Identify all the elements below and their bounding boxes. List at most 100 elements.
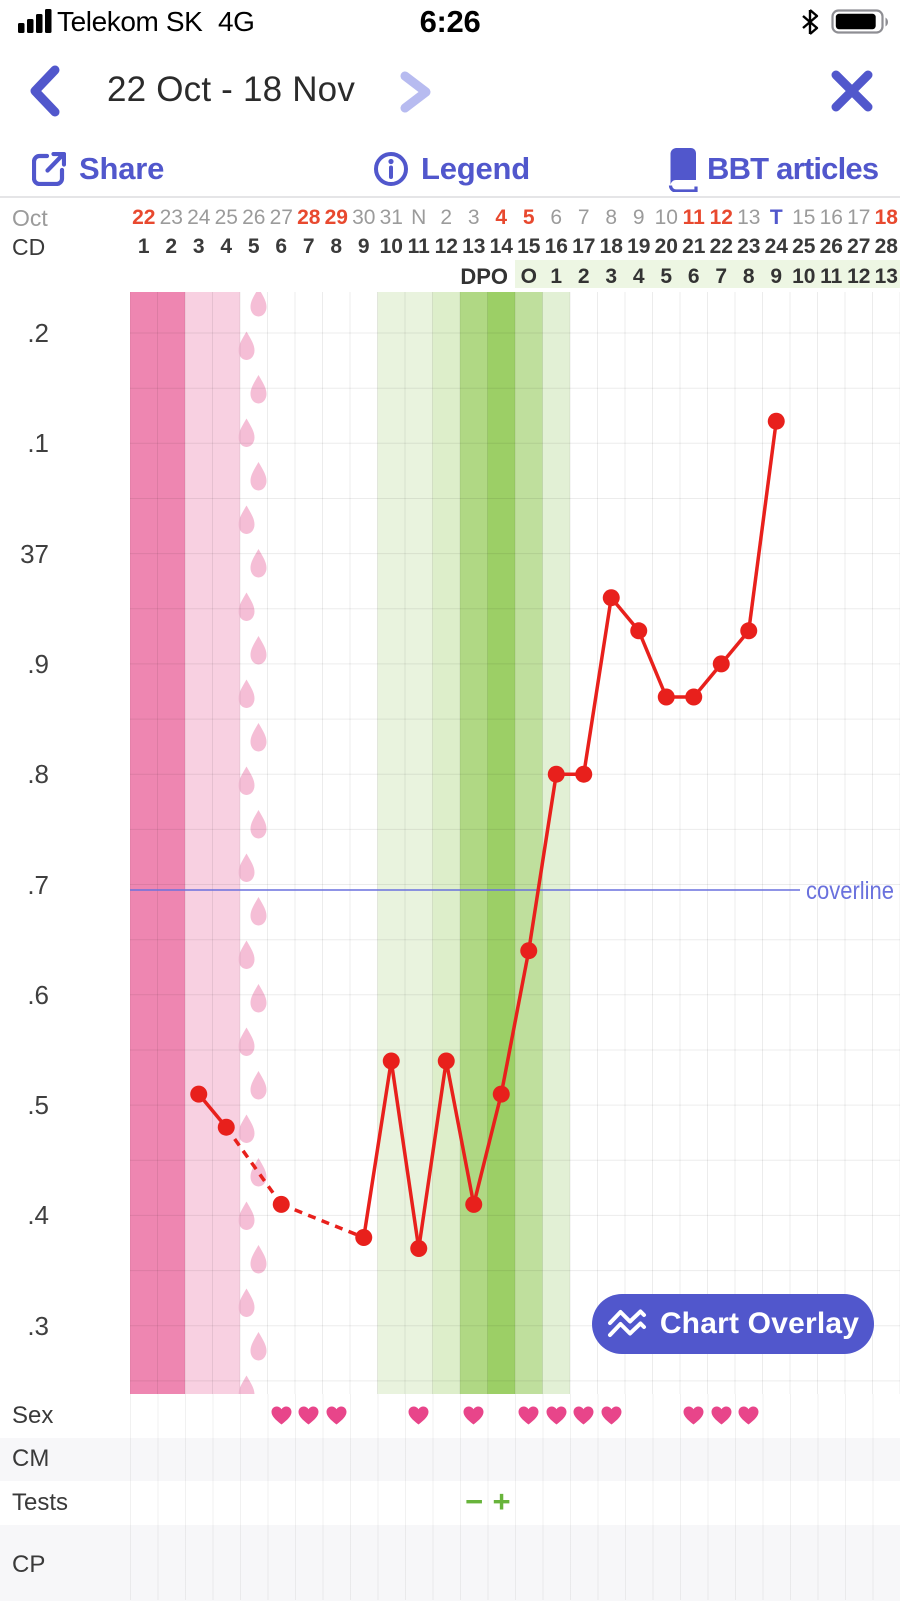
date-cell[interactable]: 3 [460,204,488,232]
cycle-day-cell[interactable]: 15 [515,233,543,261]
date-cell[interactable]: 24 [185,204,213,232]
test-negative-mark: − [460,1481,488,1525]
bbt-articles-button[interactable]: BBT articles [664,146,878,192]
date-cell[interactable]: 11 [680,204,708,232]
heart-icon [462,1405,485,1431]
legend-button[interactable]: Legend [373,146,530,192]
cycle-band-day-11 [405,292,433,1394]
cycle-band-day-3 [185,292,213,1394]
cycle-day-cell[interactable]: 28 [873,233,900,261]
tests-row-label: Tests [12,1485,68,1521]
cycle-day-cell[interactable]: 1 [130,233,158,261]
heart-icon [600,1405,623,1431]
date-cell[interactable]: 27 [268,204,296,232]
page-title: 22 Oct - 18 Nov [107,68,355,112]
date-cell[interactable]: 17 [845,204,873,232]
coverline-label: coverline [806,877,894,905]
next-button[interactable] [397,71,437,113]
date-cell[interactable]: 4 [488,204,516,232]
dpo-cell: 11 [818,262,846,291]
date-cell[interactable]: 2 [433,204,461,232]
share-icon [32,152,66,186]
dpo-cell: O [515,262,543,291]
dpo-cell: 9 [763,262,791,291]
cycle-day-cell[interactable]: 8 [323,233,351,261]
bluetooth-icon [800,8,820,36]
cycle-day-cell[interactable]: 16 [543,233,571,261]
date-cell[interactable]: 25 [213,204,241,232]
cycle-day-cell[interactable]: 12 [433,233,461,261]
cycle-day-cell[interactable]: 7 [295,233,323,261]
date-cell[interactable]: 13 [735,204,763,232]
dpo-cell: 7 [708,262,736,291]
date-cell[interactable]: 18 [873,204,900,232]
status-bar: Telekom SK 4G 6:26 [0,0,900,44]
battery-icon [831,8,893,36]
date-cell[interactable]: 5 [515,204,543,232]
bbt-articles-label: BBT articles [707,151,878,187]
close-button[interactable] [831,70,873,112]
cycle-day-cell[interactable]: 19 [625,233,653,261]
cycle-day-cell[interactable]: 14 [488,233,516,261]
cycle-day-cell[interactable]: 24 [763,233,791,261]
cycle-band-day-4 [213,292,241,1394]
cycle-day-cell[interactable]: 23 [735,233,763,261]
cycle-band-day-12 [433,292,461,1394]
date-cell[interactable]: 10 [653,204,681,232]
cycle-day-cell[interactable]: 22 [708,233,736,261]
date-cell[interactable]: 28 [295,204,323,232]
cycle-day-cell[interactable]: 25 [790,233,818,261]
date-cell[interactable]: 12 [708,204,736,232]
date-cell[interactable]: T [763,204,791,232]
cycle-day-cell[interactable]: 5 [240,233,268,261]
divider [0,196,900,198]
cycle-band-day-13 [460,292,488,1394]
dpo-cell: 4 [625,262,653,291]
spotting-droplets [239,292,267,1394]
sex-row-label: Sex [12,1398,53,1434]
date-cell[interactable]: 31 [378,204,406,232]
legend-label: Legend [421,151,530,187]
cycle-day-cell[interactable]: 17 [570,233,598,261]
date-cell[interactable]: 30 [350,204,378,232]
dpo-cell: 2 [570,262,598,291]
heart-icon [407,1405,430,1431]
date-cell[interactable]: 15 [790,204,818,232]
dpo-cell: 12 [845,262,873,291]
cycle-day-cell[interactable]: 11 [405,233,433,261]
heart-icon [297,1405,320,1431]
cycle-day-cell[interactable]: 3 [185,233,213,261]
cycle-day-cell[interactable]: 27 [845,233,873,261]
date-cell[interactable]: 9 [625,204,653,232]
dpo-cell: 1 [543,262,571,291]
cycle-day-cell[interactable]: 13 [460,233,488,261]
cycle-day-cell[interactable]: 9 [350,233,378,261]
date-cell[interactable]: 6 [543,204,571,232]
chart-overlay-button[interactable]: Chart Overlay [592,1294,874,1354]
clock: 6:26 [0,6,900,38]
cycle-day-cell[interactable]: 18 [598,233,626,261]
cycle-day-cell[interactable]: 6 [268,233,296,261]
cp-row-label: CP [12,1547,45,1583]
date-cell[interactable]: 8 [598,204,626,232]
back-button[interactable] [26,65,66,117]
cycle-day-cell[interactable]: 26 [818,233,846,261]
date-cell[interactable]: 23 [158,204,186,232]
date-cell[interactable]: 16 [818,204,846,232]
date-cell[interactable]: 26 [240,204,268,232]
bbt-chart[interactable]: coverline [0,292,900,1394]
share-button[interactable]: Share [32,146,164,192]
date-cell[interactable]: 7 [570,204,598,232]
cycle-day-cell[interactable]: 21 [680,233,708,261]
date-cell[interactable]: 22 [130,204,158,232]
cycle-day-cell[interactable]: 20 [653,233,681,261]
cycle-day-cell[interactable]: 2 [158,233,186,261]
date-cell[interactable]: 29 [323,204,351,232]
cycle-day-cell[interactable]: 10 [378,233,406,261]
cycle-day-cell[interactable]: 4 [213,233,241,261]
heart-icon [270,1405,293,1431]
dpo-cell: 8 [735,262,763,291]
heart-icon [517,1405,540,1431]
heart-icon [325,1405,348,1431]
date-cell[interactable]: N [405,204,433,232]
